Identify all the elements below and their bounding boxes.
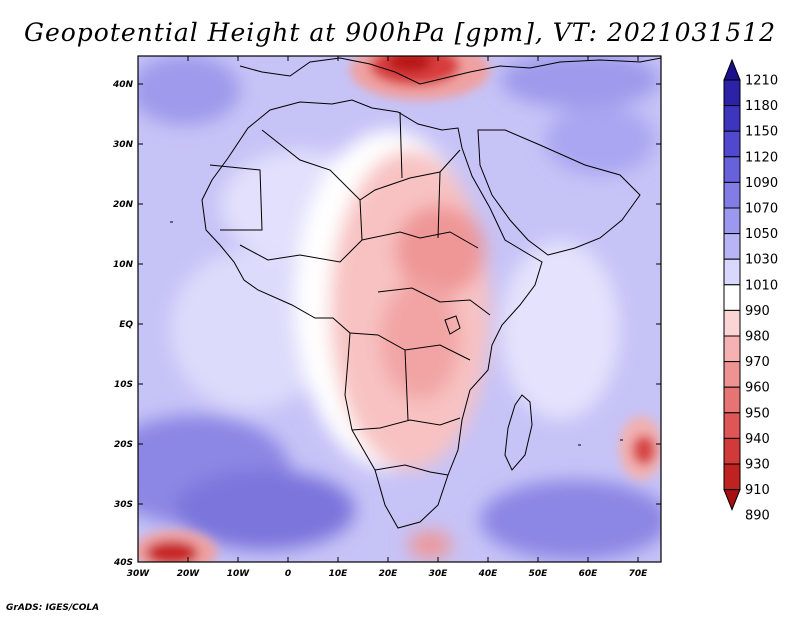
colorbar-box-1120 [723,130,741,158]
colorbar-box-1010 [723,258,741,286]
lon-axis: 30W 20W 10W 0 10E 20E 30E 40E 50E 60E 70… [127,56,648,579]
grads-credit: GrADS: IGES/COLA [6,603,100,613]
colorbar-label-950: 950 [745,406,770,421]
coastlines [170,57,661,529]
field-blob-eq-atlantic [170,250,330,410]
colorbar-box-940 [723,412,741,439]
field-blob-eq-indian [500,240,620,420]
lat-label-10n: 10N [113,260,134,270]
field-blob-ne [500,56,660,108]
lat-label-20s: 20S [114,440,133,450]
lon-label-70e: 70E [629,569,649,579]
lon-label-20e: 20E [379,569,399,579]
colorbar-label-1210: 1210 [745,74,778,89]
field-blob-arabia-sea [545,105,655,175]
colorbar-label-1010: 1010 [745,278,778,293]
lat-label-eq: EQ [119,320,133,330]
field-blob-nw [138,56,240,125]
colorbar-box-960 [723,361,741,388]
lat-label-10s: 10S [114,380,133,390]
colorbar-label-1120: 1120 [745,150,778,165]
colorbar-label-1150: 1150 [745,125,778,140]
colorbar-box-910 [723,463,741,491]
lon-label-10w: 10W [227,569,251,579]
field-blob-med-core [388,56,432,72]
colorbar-box-1050 [723,207,741,235]
lat-label-30s: 30S [114,500,133,510]
colorbar-box-950 [723,386,741,414]
madagascar-channel-islands [170,221,623,446]
lon-label-20w: 20W [177,569,201,579]
colorbar-label-910: 910 [745,483,770,498]
colorbar-box-1090 [723,156,741,183]
field-blob-s-atlantic [175,470,355,550]
colorbar-box-990 [723,284,741,311]
colorbar-top-arrow [723,58,741,81]
border-g [374,464,449,476]
border-d [377,287,491,316]
lat-label-20n: 20N [113,200,134,210]
colorbar-box-970 [723,335,741,363]
field-blob-cape [408,531,452,559]
colorbar-label-960: 960 [745,381,770,396]
colorbar-label-930: 930 [745,458,770,473]
lat-label-40n: 40N [112,80,134,90]
colorbar-box-1070 [723,181,741,209]
colorbar-label-980: 980 [745,330,770,345]
field-blob-congo [380,280,460,400]
border-j [437,171,441,239]
lake-victoria [444,315,461,335]
lon-label-30w: 30W [127,569,151,579]
lat-label-40s: 40S [113,558,133,568]
field-blob-ethiopia [395,205,485,295]
lon-label-0: 0 [285,569,291,579]
colorbar-label-1180: 1180 [745,99,778,114]
lon-label-30e: 30E [429,569,449,579]
colorbar-box-980 [723,309,741,337]
colorbar-box-1030 [723,233,741,260]
lon-label-60e: 60E [579,569,599,579]
colorbar-label-1070: 1070 [745,202,778,217]
lon-label-10e: 10E [329,569,349,579]
colorbar-label-1090: 1090 [745,176,778,191]
lon-label-50e: 50E [529,569,549,579]
border-i [399,111,403,179]
map-frame [137,55,662,563]
lat-axis: 40N 30N 20N 10N EQ 10S 20S 30S 40S [112,80,661,568]
border-k [404,349,409,421]
border-b [239,199,363,263]
colorbar-label-990: 990 [745,304,770,319]
field-blob-s-indian [480,480,661,560]
lon-label-40e: 40E [478,569,499,579]
arabia-coastline [477,129,641,256]
border-c [361,231,479,249]
colorbar-box-1150 [723,105,741,132]
lat-label-30n: 30N [113,140,134,150]
colorbar-label-890: 890 [745,509,770,524]
colorbar-label-970: 970 [745,355,770,370]
field-blob-so-core [146,541,198,562]
colorbar: 1210 1180 1150 1120 1090 1070 1050 1030 1010 990 9… [723,58,778,524]
colorbar-bottom-arrow [723,489,741,511]
colorbar-box-1180 [723,79,741,107]
madagascar-coastline [504,394,533,471]
colorbar-label-1030: 1030 [745,253,778,268]
field-blob-cyclone-core [632,435,656,465]
height-field [138,56,661,562]
border-f [351,417,461,431]
border-a [261,129,461,201]
africa-coastline [201,99,543,529]
colorbar-label-1050: 1050 [745,227,778,242]
border-h [209,164,263,231]
map-title: Geopotential Height at 900hPa [gpm], VT:… [23,18,777,47]
colorbar-label-940: 940 [745,432,770,447]
europe-coastline [239,57,661,85]
colorbar-box-930 [723,437,741,465]
